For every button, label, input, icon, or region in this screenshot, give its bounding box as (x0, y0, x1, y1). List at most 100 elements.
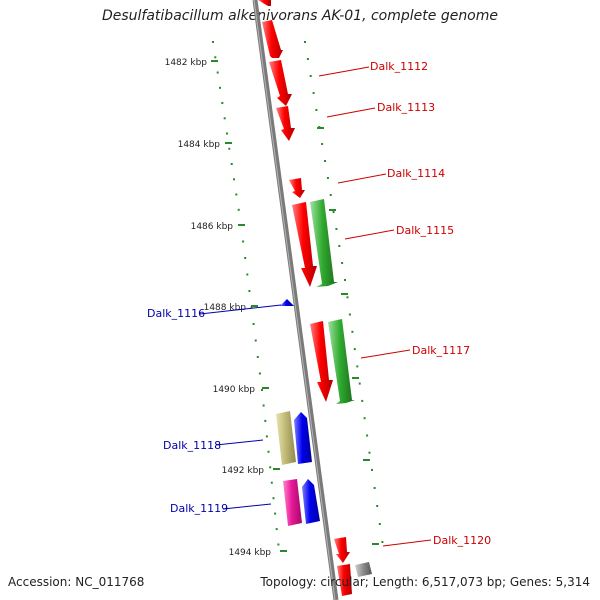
ring-dot (214, 56, 217, 59)
ring-dot (356, 365, 359, 368)
gene-label-dalk-1117: Dalk_1117 (412, 344, 470, 357)
scale-ring (212, 41, 280, 546)
kbp-label: 1482 kbp (165, 58, 208, 68)
ring-dot (338, 245, 341, 247)
ring-dot (270, 481, 273, 484)
ring-dot (228, 147, 231, 150)
gene-arrow-dalk-1118 (294, 412, 312, 464)
callout-line (382, 539, 432, 547)
ring-dot (269, 466, 272, 469)
ring-dot (378, 523, 381, 525)
kbp-tick-marks (211, 60, 287, 552)
ring-dot (315, 109, 318, 111)
ring-dot (226, 132, 228, 135)
gene-label-dalk-1113: Dalk_1113 (377, 101, 435, 114)
ring-dot (274, 512, 277, 515)
callout-line (360, 349, 411, 359)
ring-dot (312, 92, 315, 94)
kbp-label: 1488 kbp (204, 303, 247, 313)
ring-dot (265, 435, 268, 438)
gene-arrow-green-2 (328, 319, 355, 404)
kbp-label: 1494 kbp (229, 548, 272, 558)
ring-dot (373, 487, 376, 489)
gene-label-dalk-1114: Dalk_1114 (387, 167, 445, 180)
ring-dot (341, 262, 344, 264)
ring-dot (254, 339, 257, 342)
ring-dot (216, 71, 219, 74)
ring-dot (252, 323, 255, 325)
ring-dot (371, 469, 373, 471)
gene-label-dalk-1120: Dalk_1120 (433, 534, 491, 547)
ring-dot (326, 177, 329, 179)
ring-dot (250, 306, 253, 309)
ring-dot (346, 296, 349, 299)
kbp-label: 1484 kbp (178, 140, 221, 150)
ring-dot (329, 194, 332, 196)
ring-dot (237, 208, 240, 211)
ring-dot (262, 404, 265, 407)
accession-text: Accession: NC_011768 (8, 575, 145, 589)
ring-dot (361, 399, 364, 402)
ring-dot (261, 389, 263, 391)
kbp-label: 1492 kbp (222, 466, 265, 476)
ring-dot (267, 450, 270, 453)
ring-dot (363, 417, 366, 420)
gene-label-dalk-1116: Dalk_1116 (147, 307, 205, 320)
ring-dot (258, 372, 261, 375)
gene-arrow-dalk-1113 (276, 106, 295, 141)
callout-line (318, 66, 370, 77)
gene-label-dalk-1112: Dalk_1112 (370, 60, 428, 73)
ring-dot (368, 451, 371, 454)
genome-backbone-highlight (253, 0, 336, 600)
ring-dot (264, 419, 267, 422)
map-title: Desulfatibacillum alkenivorans AK-01, co… (101, 8, 499, 24)
gene-label-dalk-1115: Dalk_1115 (396, 224, 454, 237)
callout-line (199, 304, 282, 315)
ring-dot (381, 541, 384, 543)
ring-dot (351, 330, 354, 333)
ring-dot (244, 257, 247, 259)
gene-arrow-dalk-1119 (302, 479, 320, 524)
ring-dot (219, 86, 221, 89)
callout-line (344, 229, 395, 240)
ring-dot (335, 228, 338, 230)
ring-dot (242, 240, 245, 243)
gene-arrow (337, 564, 352, 596)
gene-arrow-dalk-1116 (280, 299, 294, 306)
gene-arrow-green (310, 199, 338, 287)
gene-arrow-dalk-1112 (269, 60, 292, 106)
ring-dot (344, 279, 346, 281)
ring-dot (256, 356, 259, 358)
gene-arrow-gray (355, 562, 372, 577)
ring-dot (321, 143, 324, 145)
gene-arrow-dalk-1114 (289, 178, 305, 198)
callout-line (337, 173, 387, 184)
gene-arrow-khaki (276, 411, 296, 465)
callout-lines (199, 66, 432, 547)
genome-backbone (252, 0, 339, 600)
ring-dot (348, 313, 351, 316)
ring-dot (309, 75, 312, 77)
genome-summary-text: Topology: circular; Length: 6,517,073 bp… (260, 575, 590, 589)
ring-dot (230, 163, 233, 165)
ring-dot (221, 102, 224, 104)
gene-label-dalk-1118: Dalk_1118 (163, 439, 221, 452)
gene-arrow-pink (283, 479, 302, 526)
ring-dot (235, 193, 238, 196)
ring-dot (275, 528, 278, 531)
gene-arrow-dalk-1115 (292, 202, 317, 287)
ring-dot (246, 273, 249, 276)
ring-dot (306, 58, 309, 60)
callout-line (326, 107, 376, 118)
ring-dot (353, 348, 356, 351)
ring-dot (272, 497, 275, 500)
kbp-label: 1490 kbp (213, 385, 256, 395)
ring-dot (212, 41, 214, 43)
gene-arrow (262, 20, 283, 58)
callout-line (222, 503, 272, 510)
ring-dot (366, 434, 369, 437)
ring-dot (223, 117, 226, 120)
ring-dot (304, 41, 306, 43)
callout-line (215, 439, 264, 446)
ring-dot (376, 505, 379, 507)
